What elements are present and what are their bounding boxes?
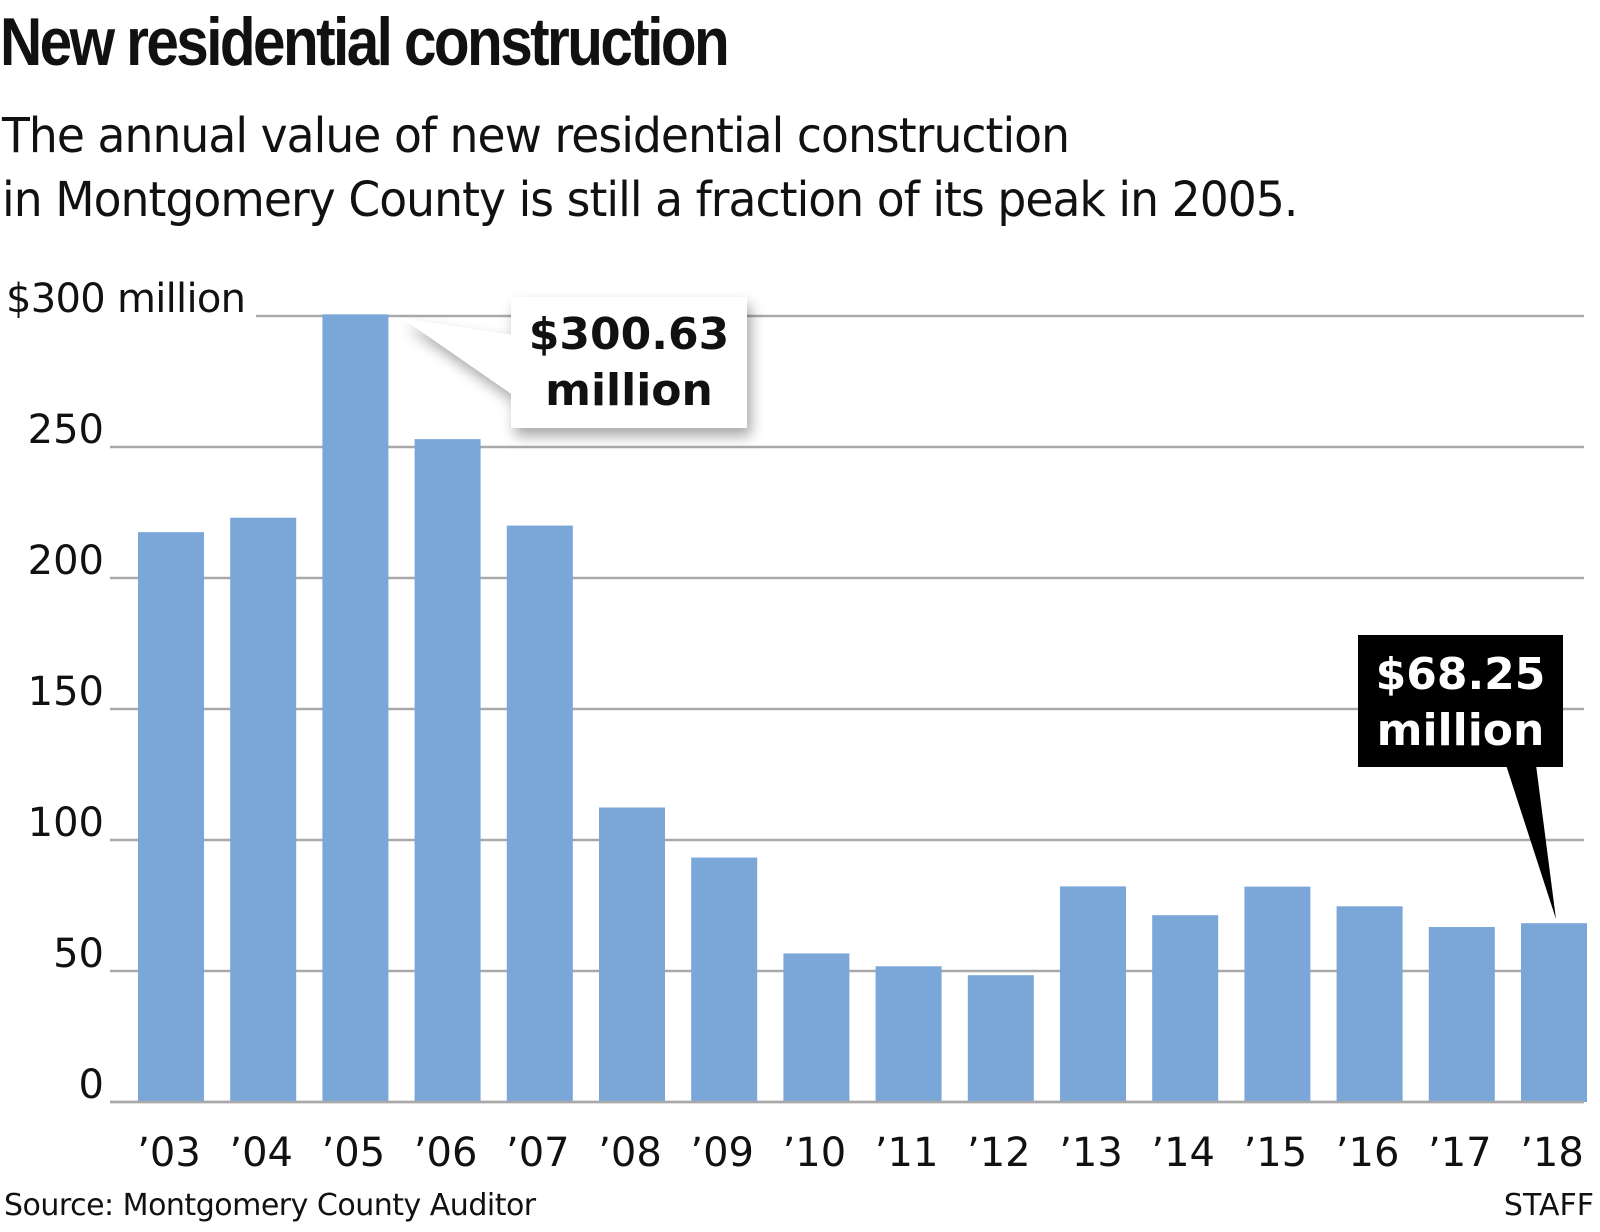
callout-pointer: [402, 318, 513, 395]
subtitle-line-1: The annual value of new residential cons…: [2, 108, 1070, 164]
x-tick-label: ’16: [1336, 1130, 1400, 1176]
y-tick-label: 150: [28, 669, 104, 715]
callout-text: million: [1377, 705, 1545, 756]
x-tick-label: ’18: [1520, 1130, 1584, 1176]
x-tick-label: ’07: [506, 1130, 570, 1176]
bar: [1152, 915, 1219, 1102]
callout-text: $68.25: [1376, 649, 1546, 700]
y-tick-label: 50: [53, 931, 104, 977]
bar: [967, 975, 1034, 1102]
x-axis-labels: ’03 ’04 ’05 ’06 ’07 ’08 ’09 ’10 ’11 ’12 ’13 ’14 ’15 ’…: [137, 1130, 1584, 1176]
callout-pointer: [1506, 765, 1556, 920]
x-tick-label: ’08: [598, 1130, 662, 1176]
x-tick-label: ’13: [1059, 1130, 1123, 1176]
bar: [506, 525, 573, 1102]
y-axis-labels: 0 50 100 150 200 250 $300 million: [6, 276, 246, 1108]
x-tick-label: ’17: [1428, 1130, 1492, 1176]
x-tick-label: ’14: [1151, 1130, 1215, 1176]
bar: [1521, 923, 1587, 1102]
x-tick-label: ’04: [229, 1130, 293, 1176]
bar: [1336, 906, 1403, 1102]
x-tick-label: ’11: [875, 1130, 939, 1176]
source-note: Source: Montgomery County Auditor: [4, 1188, 536, 1223]
x-tick-label: ’15: [1244, 1130, 1308, 1176]
bar: [230, 517, 297, 1102]
y-tick-label: $300 million: [6, 276, 246, 322]
x-tick-label: ’03: [137, 1130, 201, 1176]
callout-box: [1358, 635, 1563, 767]
y-tick-label: 200: [28, 538, 104, 584]
chart-subtitle: The annual value of new residential cons…: [2, 104, 1298, 232]
bar: [138, 532, 204, 1102]
callout-text: million: [545, 365, 713, 416]
x-tick-label: ’12: [967, 1130, 1031, 1176]
y-tick-label: 250: [28, 407, 104, 453]
x-tick-label: ’10: [783, 1130, 847, 1176]
credit-label: STAFF: [1503, 1188, 1594, 1223]
bar: [1428, 926, 1495, 1102]
bar: [322, 314, 389, 1103]
x-tick-label: ’09: [690, 1130, 754, 1176]
chart-title: New residential construction: [0, 4, 730, 80]
bar: [414, 439, 481, 1102]
callout-box: [511, 297, 747, 428]
bar: [691, 857, 758, 1102]
callout-text: $300.63: [529, 309, 729, 360]
subtitle-line-2: in Montgomery County is still a fraction…: [2, 172, 1298, 228]
bar: [1244, 886, 1311, 1102]
y-tick-label: 100: [28, 800, 104, 846]
bar: [599, 807, 665, 1102]
bar: [783, 953, 850, 1102]
y-tick-label: 0: [79, 1062, 104, 1108]
x-tick-label: ’05: [322, 1130, 386, 1176]
bar: [875, 966, 942, 1102]
bars: [110, 314, 1587, 1104]
bar: [1060, 886, 1126, 1102]
x-tick-label: ’06: [414, 1130, 478, 1176]
